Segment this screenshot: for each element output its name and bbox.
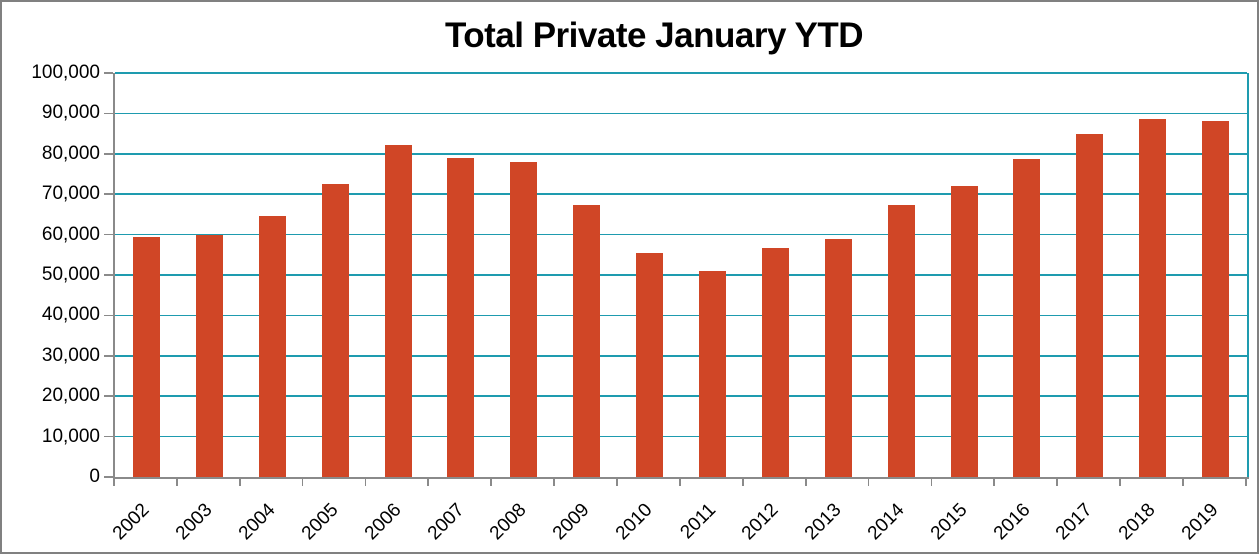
y-axis-line [113,73,115,479]
bar-2004 [258,215,286,477]
y-axis-label: 90,000 [41,102,100,124]
x-axis-tick [930,479,933,486]
y-axis-tick [104,72,113,74]
x-axis-label: 2009 [549,499,594,545]
x-axis-tick [427,479,430,486]
x-axis-tick [238,479,241,486]
x-axis-tick [553,479,556,486]
x-axis-label: 2005 [297,499,343,545]
x-axis-tick [1245,479,1247,486]
x-axis-tick [993,479,996,486]
bar-2006 [384,144,412,477]
x-axis-label: 2019 [1178,499,1223,545]
bar-2011 [698,270,726,477]
x-axis-tick [490,479,493,486]
gridline-60000 [115,233,1247,236]
y-axis-tick [104,112,113,115]
x-axis-label: 2003 [171,499,217,545]
x-axis-label: 2015 [926,499,972,545]
y-axis-label: 20,000 [41,385,100,407]
x-axis-label: 2004 [234,499,280,545]
bar-2003 [195,235,223,477]
x-axis-label: 2010 [612,499,657,545]
bar-2002 [132,236,160,477]
bar-2012 [761,248,789,477]
plot-right-border [1247,73,1249,477]
y-axis-tick [104,435,113,438]
y-axis-label: 60,000 [41,223,100,245]
bar-2008 [510,162,538,477]
x-axis-tick [301,479,304,486]
y-axis-label: 100,000 [31,62,100,83]
chart-title: Total Private January YTD [444,16,864,55]
plot-area [115,72,1247,477]
y-axis-tick [104,476,113,478]
bar-2005 [321,184,349,477]
bar-2019 [1202,121,1230,477]
x-axis-label: 2014 [863,499,909,545]
bar-2014 [887,205,915,477]
gridline-100000 [115,72,1247,74]
x-axis-label: 2016 [989,499,1035,545]
x-axis-tick [804,479,807,486]
bar-2009 [573,205,601,477]
gridline-70000 [115,193,1247,195]
x-axis-tick [113,479,115,486]
gridline-30000 [115,355,1247,357]
bar-2017 [1076,133,1104,477]
bar-2016 [1013,159,1041,477]
x-axis-line [113,477,1249,479]
y-axis-label: 10,000 [41,425,100,447]
x-axis-tick [1056,479,1059,486]
gridline-10000 [115,435,1247,438]
bar-2018 [1139,119,1167,477]
y-axis-tick [104,395,113,397]
y-axis-label: 40,000 [41,304,100,326]
x-axis-label: 2008 [486,499,532,545]
x-axis-label: 2006 [360,499,406,545]
bar-2007 [447,158,475,477]
y-axis-tick [104,233,113,236]
y-axis-tick [104,153,113,155]
x-axis-label: 2002 [108,499,154,545]
x-axis-tick [679,479,681,486]
bar-2015 [950,186,978,477]
x-axis-label: 2011 [675,499,720,544]
x-axis-label: 2012 [737,499,783,545]
y-axis-label: 80,000 [41,142,100,164]
x-axis-tick [867,479,870,486]
x-axis-tick [1119,479,1122,486]
x-axis-tick [1182,479,1184,486]
y-axis-tick [104,274,113,276]
gridline-90000 [115,112,1247,115]
y-axis-tick [104,193,113,195]
x-axis-tick [364,479,367,486]
x-axis-tick [741,479,744,486]
y-axis-tick [104,355,113,357]
y-axis-label: 30,000 [41,344,100,366]
y-axis-label: 70,000 [41,183,100,205]
y-axis-tick [104,314,113,317]
x-axis-tick [616,479,618,486]
bar-2010 [636,253,664,477]
gridline-20000 [115,395,1247,397]
x-axis-label: 2017 [1052,499,1098,545]
y-axis-label: 50,000 [41,264,100,285]
y-axis-label: 0 [89,466,100,487]
x-axis-label: 2018 [1115,499,1160,545]
gridline-50000 [115,274,1247,276]
x-axis-label: 2013 [800,499,846,545]
gridline-80000 [115,153,1247,155]
gridline-40000 [115,314,1247,317]
bar-2013 [824,239,852,477]
x-axis-tick [175,479,178,486]
x-axis-label: 2007 [423,499,469,545]
